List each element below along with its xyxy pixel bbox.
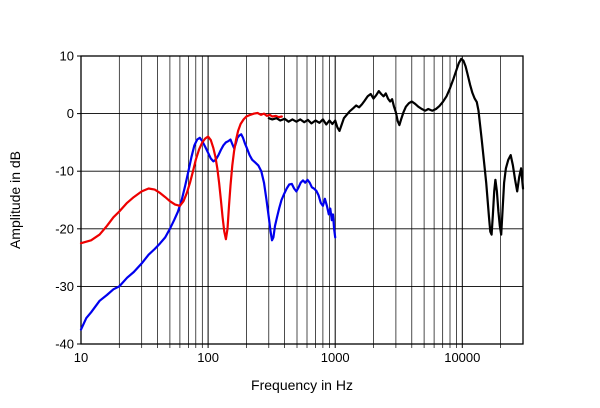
plot-frame: [80, 55, 524, 345]
x-tick-label: 10: [74, 350, 88, 365]
x-axis-title: Frequency in Hz: [251, 377, 353, 393]
series-red-trace: [79, 111, 283, 245]
x-tick-label: 100: [197, 350, 219, 365]
y-tick-label: -30: [55, 279, 74, 294]
series-black-trace: [267, 57, 525, 236]
grid-lines: [81, 56, 523, 344]
y-tick-label: 0: [67, 106, 74, 121]
y-tick-label: -10: [55, 164, 74, 179]
y-tick-label: -40: [55, 337, 74, 352]
y-axis-title: Amplitude in dB: [7, 151, 23, 249]
curves: [79, 57, 525, 331]
x-tick-label: 1000: [321, 350, 350, 365]
y-tick-label: 10: [60, 49, 74, 64]
axis-ticks: [77, 55, 501, 348]
x-tick-label: 10000: [444, 350, 480, 365]
y-tick-label: -20: [55, 221, 74, 236]
series-blue-trace: [79, 133, 337, 331]
